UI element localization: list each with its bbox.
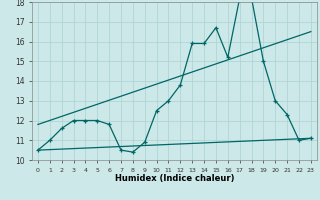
X-axis label: Humidex (Indice chaleur): Humidex (Indice chaleur)	[115, 174, 234, 183]
